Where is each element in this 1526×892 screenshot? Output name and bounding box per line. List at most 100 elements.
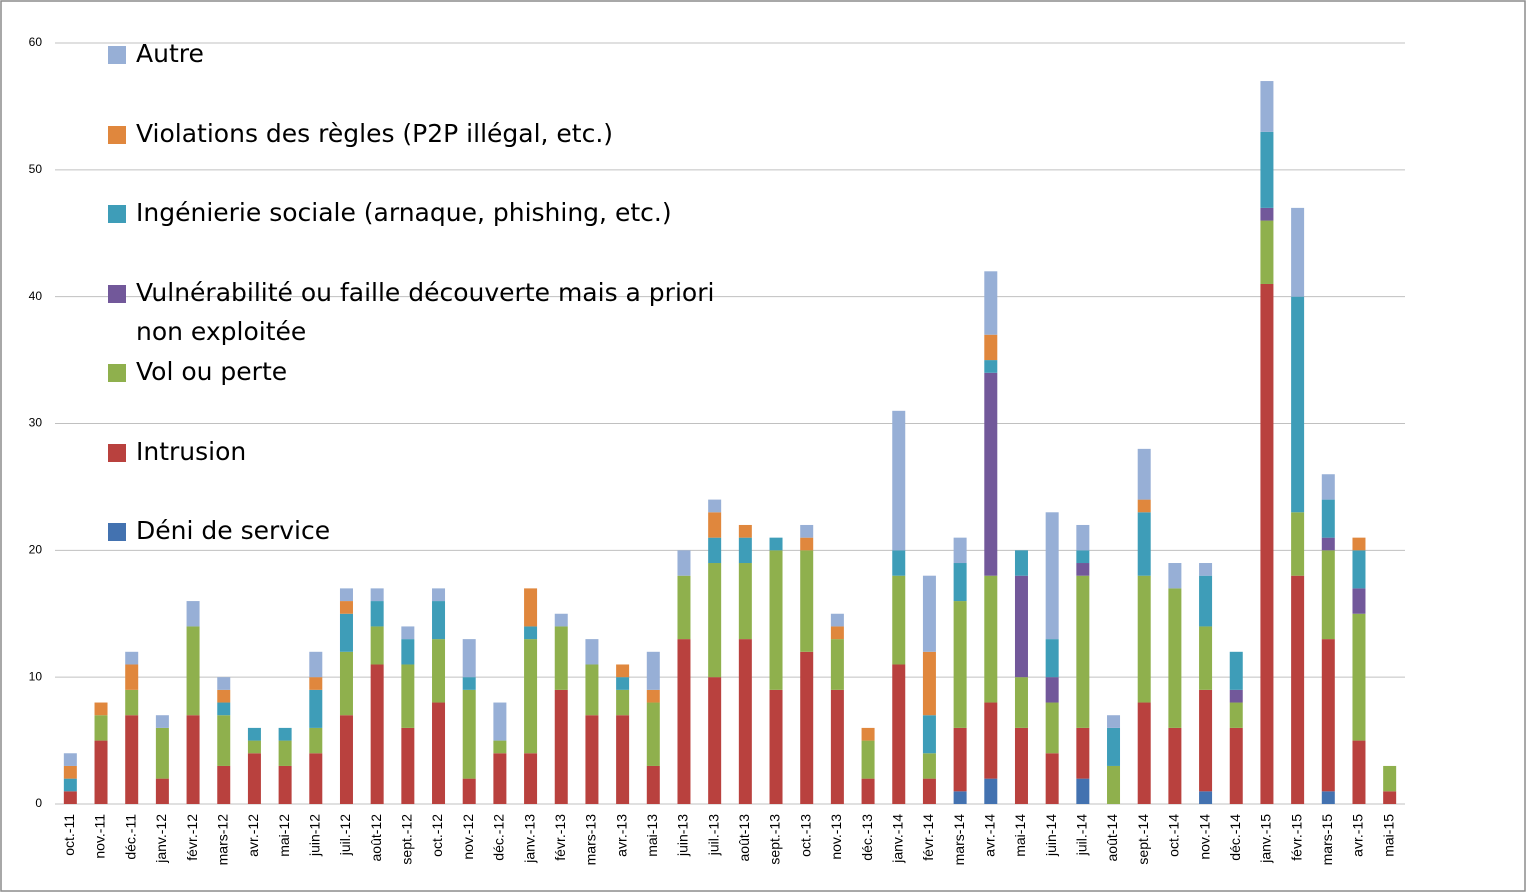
bar-segment (1229, 651, 1243, 690)
bar-segment (1383, 791, 1397, 804)
bar-segment (217, 702, 231, 716)
bar-segment (616, 677, 630, 690)
bar-segment (1260, 81, 1274, 132)
bar-segment (1045, 512, 1059, 640)
legend-swatch (108, 46, 126, 64)
x-tick-label: mars-12 (214, 814, 230, 866)
bar-segment (892, 664, 906, 804)
bar-segment (984, 271, 998, 335)
bar-segment (1168, 563, 1182, 589)
x-tick-label: mai-14 (1012, 814, 1028, 857)
bar-segment (922, 575, 936, 652)
bar-segment (984, 334, 998, 361)
bar-segment (1321, 791, 1335, 804)
bar-segment (462, 639, 476, 678)
bar-segment (1137, 575, 1151, 703)
x-tick-label: oct.-13 (797, 814, 813, 857)
bar-segment (125, 689, 139, 716)
bar-segment (1383, 765, 1397, 792)
legend-swatch (108, 284, 126, 303)
bar-segment (247, 753, 261, 804)
bar-segment (1076, 524, 1090, 551)
bar-segment (1260, 131, 1274, 208)
x-tick-label: août-12 (368, 814, 384, 862)
bar-segment (462, 778, 476, 804)
legend-swatch (108, 364, 126, 382)
bar-segment (1014, 677, 1028, 728)
x-tick-label: sept.-13 (767, 814, 783, 865)
legend-label: Autre (136, 39, 204, 68)
legend-entry: Déni de service (108, 516, 768, 550)
bar-segment (984, 702, 998, 779)
bar-segment (1291, 207, 1305, 297)
bar-segment (738, 563, 752, 640)
bar-segment (646, 689, 660, 703)
bar-segment (953, 537, 967, 564)
bar-segment (309, 677, 323, 690)
x-tick-label: juin-13 (675, 814, 691, 857)
bar-segment (892, 575, 906, 665)
legend-label: Vol ou perte (136, 357, 288, 386)
bar-segment (738, 537, 752, 564)
bar-segment (524, 626, 538, 640)
legend-label: Ingénierie sociale (arnaque, phishing, e… (136, 198, 672, 227)
bar-segment (432, 588, 446, 602)
x-tick-label: avr.-14 (981, 814, 997, 857)
bar-segment (370, 588, 384, 602)
bar-segment (1137, 512, 1151, 576)
bar-segment (892, 410, 906, 551)
bar-segment (1076, 727, 1090, 779)
bar-segment (861, 727, 875, 741)
legend-swatch (108, 205, 126, 223)
bar-segment (738, 639, 752, 804)
bar-segment (1107, 765, 1121, 804)
legend-label: Intrusion (136, 436, 247, 466)
x-tick-label: oct.-11 (61, 814, 77, 856)
bar-segment (1260, 220, 1274, 284)
bar-segment (616, 715, 630, 804)
bar-segment (646, 702, 660, 766)
bar-segment (1107, 715, 1121, 728)
bar-segment (432, 639, 446, 703)
legend-entry: Autre (108, 39, 768, 73)
x-tick-label: déc.-13 (859, 814, 875, 861)
bar-segment (953, 791, 967, 804)
y-tick-label: 10 (29, 669, 43, 683)
bar-segment (1352, 740, 1366, 804)
bar-segment (125, 651, 139, 665)
y-tick-label: 0 (35, 796, 42, 810)
bar-segment (892, 550, 906, 576)
bar-segment (155, 778, 169, 804)
bar-segment (401, 727, 415, 804)
y-tick-label: 30 (29, 416, 43, 430)
bar-segment (1260, 283, 1274, 804)
bar-segment (953, 601, 967, 728)
y-tick-label: 40 (29, 289, 43, 303)
bar-segment (186, 626, 200, 716)
bar-segment (186, 601, 200, 627)
bar-segment (462, 677, 476, 690)
x-tick-label: nov.-13 (828, 814, 844, 860)
bar-segment (278, 765, 292, 804)
bar-segment (247, 740, 261, 754)
bar-segment (1229, 727, 1243, 804)
x-tick-label: févr.-14 (920, 814, 936, 861)
bar-segment (1045, 702, 1059, 754)
bar-segment (493, 753, 507, 804)
bar-segment (1291, 575, 1305, 804)
bar-segment (984, 360, 998, 373)
bar-segment (1076, 550, 1090, 564)
x-tick-label: sept.-14 (1135, 814, 1151, 865)
bar-segment (800, 537, 814, 551)
bar-segment (616, 664, 630, 678)
bar-segment (186, 715, 200, 804)
bar-segment (677, 575, 691, 640)
bar-segment (708, 537, 722, 564)
x-tick-label: juin-14 (1043, 814, 1059, 857)
x-tick-label: févr.-12 (184, 814, 200, 861)
x-tick-label: juin-12 (306, 814, 322, 857)
bar-segment (861, 778, 875, 804)
bar-segment (339, 651, 353, 716)
bar-segment (1321, 550, 1335, 640)
